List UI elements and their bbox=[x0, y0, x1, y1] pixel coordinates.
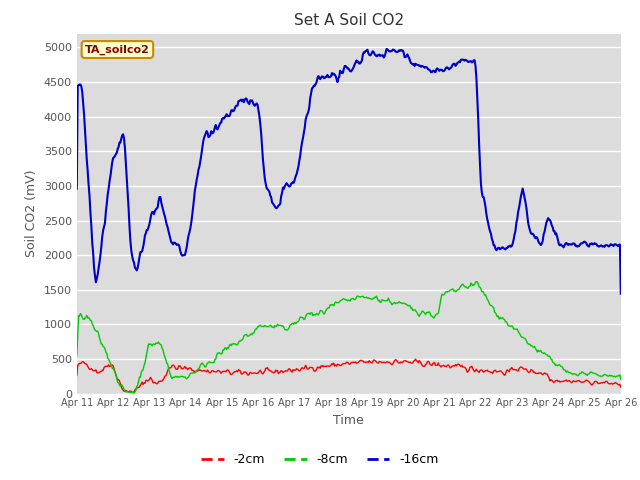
Title: Set A Soil CO2: Set A Soil CO2 bbox=[294, 13, 404, 28]
Text: TA_soilco2: TA_soilco2 bbox=[85, 44, 150, 55]
X-axis label: Time: Time bbox=[333, 414, 364, 427]
Y-axis label: Soil CO2 (mV): Soil CO2 (mV) bbox=[25, 170, 38, 257]
Legend: -2cm, -8cm, -16cm: -2cm, -8cm, -16cm bbox=[196, 448, 444, 471]
